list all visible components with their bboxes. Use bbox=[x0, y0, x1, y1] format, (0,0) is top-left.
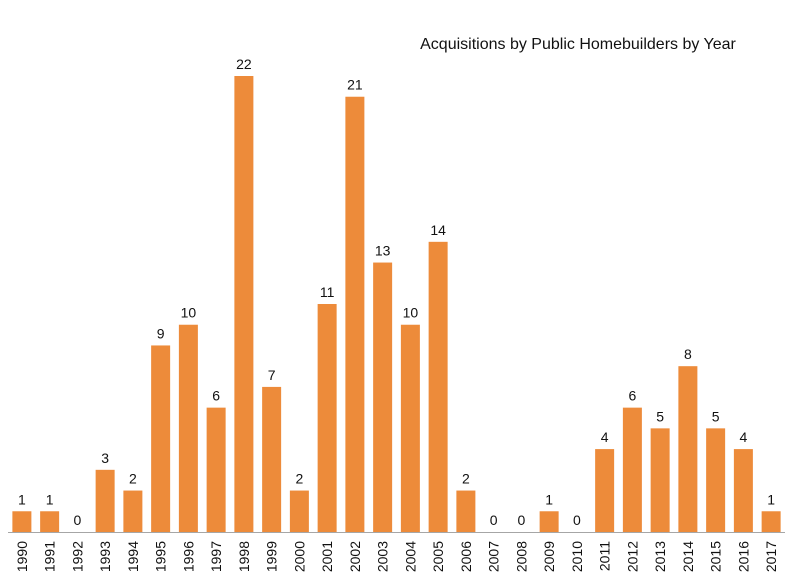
x-tick-label-2016: 2016 bbox=[735, 541, 751, 572]
data-label-2014: 8 bbox=[684, 346, 692, 362]
x-tick-label-2007: 2007 bbox=[486, 541, 502, 572]
x-tick-label-2003: 2003 bbox=[375, 541, 391, 572]
x-tick-label-1994: 1994 bbox=[125, 541, 141, 572]
bar-2006 bbox=[456, 490, 476, 532]
data-label-2000: 2 bbox=[295, 471, 303, 487]
bar-2009 bbox=[539, 511, 559, 532]
bar-1996 bbox=[178, 324, 198, 532]
data-label-2001: 11 bbox=[320, 284, 335, 300]
bar-2016 bbox=[733, 449, 753, 532]
data-label-2012: 6 bbox=[628, 388, 636, 404]
x-tick-label-2013: 2013 bbox=[652, 541, 668, 572]
x-tick-label-2011: 2011 bbox=[597, 541, 613, 571]
bar-1990 bbox=[12, 511, 32, 532]
x-tick-label-2000: 2000 bbox=[291, 541, 307, 572]
x-tick-label-1990: 1990 bbox=[14, 541, 30, 572]
bar-2013 bbox=[650, 428, 670, 532]
x-tick-label-1995: 1995 bbox=[153, 541, 169, 572]
data-label-2007: 0 bbox=[490, 512, 498, 528]
data-label-2002: 21 bbox=[347, 77, 363, 93]
data-label-2009: 1 bbox=[545, 491, 553, 507]
data-label-1994: 2 bbox=[129, 471, 137, 487]
x-tick-label-2015: 2015 bbox=[708, 541, 724, 572]
bar-1994 bbox=[123, 490, 143, 532]
data-label-2006: 2 bbox=[462, 471, 470, 487]
x-tick-label-2010: 2010 bbox=[569, 541, 585, 572]
x-tick-labels-layer: 1990 1991 1992 1993 1994 1995 1996 1997 1998 1999… bbox=[14, 541, 779, 572]
data-label-1998: 22 bbox=[236, 56, 252, 72]
bar-1998 bbox=[234, 76, 254, 532]
x-tick-label-2002: 2002 bbox=[347, 541, 363, 572]
bar-2014 bbox=[678, 366, 698, 532]
x-tick-label-2017: 2017 bbox=[763, 541, 779, 572]
data-label-1996: 10 bbox=[181, 305, 197, 321]
x-tick-label-1996: 1996 bbox=[180, 541, 196, 572]
data-label-2003: 13 bbox=[375, 243, 391, 259]
bar-2004 bbox=[400, 324, 420, 532]
x-tick-label-2009: 2009 bbox=[541, 541, 557, 572]
x-tick-label-2001: 2001 bbox=[319, 541, 335, 572]
bar-2001 bbox=[317, 304, 337, 532]
data-label-2010: 0 bbox=[573, 512, 581, 528]
x-tick-label-2014: 2014 bbox=[680, 541, 696, 572]
data-label-1993: 3 bbox=[101, 450, 109, 466]
bar-2011 bbox=[595, 449, 615, 532]
data-label-2004: 10 bbox=[403, 305, 419, 321]
bar-2002 bbox=[345, 96, 365, 532]
bar-1997 bbox=[206, 407, 226, 532]
x-tick-label-1999: 1999 bbox=[264, 541, 280, 572]
data-label-1995: 9 bbox=[157, 325, 165, 341]
x-tick-label-1993: 1993 bbox=[97, 541, 113, 572]
data-label-2016: 4 bbox=[739, 429, 747, 445]
x-tick-label-2006: 2006 bbox=[458, 541, 474, 572]
bar-1995 bbox=[151, 345, 171, 532]
data-label-1999: 7 bbox=[268, 367, 276, 383]
data-label-1997: 6 bbox=[212, 388, 220, 404]
data-label-2011: 4 bbox=[601, 429, 609, 445]
bars-layer bbox=[12, 76, 781, 532]
x-tick-label-1991: 1991 bbox=[42, 541, 58, 572]
data-label-1992: 0 bbox=[73, 512, 81, 528]
bar-2017 bbox=[761, 511, 781, 532]
bar-2012 bbox=[622, 407, 642, 532]
bar-2003 bbox=[373, 262, 393, 532]
data-label-2008: 0 bbox=[517, 512, 525, 528]
data-label-1990: 1 bbox=[18, 491, 26, 507]
bar-1991 bbox=[40, 511, 60, 532]
data-label-2015: 5 bbox=[712, 408, 720, 424]
data-label-1991: 1 bbox=[46, 491, 54, 507]
data-label-2013: 5 bbox=[656, 408, 664, 424]
bar-1993 bbox=[95, 469, 115, 532]
x-tick-label-1997: 1997 bbox=[208, 541, 224, 572]
x-tick-label-2008: 2008 bbox=[513, 541, 529, 572]
x-tick-label-1998: 1998 bbox=[236, 541, 252, 572]
bar-2000 bbox=[289, 490, 309, 532]
x-tick-label-1992: 1992 bbox=[69, 541, 85, 572]
bar-2015 bbox=[706, 428, 726, 532]
bar-1999 bbox=[262, 386, 282, 532]
data-label-2005: 14 bbox=[430, 222, 446, 238]
x-tick-label-2005: 2005 bbox=[430, 541, 446, 572]
chart-title: Acquisitions by Public Homebuilders by Y… bbox=[420, 36, 736, 53]
bar-2005 bbox=[428, 241, 448, 532]
x-tick-label-2004: 2004 bbox=[402, 541, 418, 572]
data-label-2017: 1 bbox=[767, 491, 775, 507]
x-tick-label-2012: 2012 bbox=[624, 541, 640, 572]
